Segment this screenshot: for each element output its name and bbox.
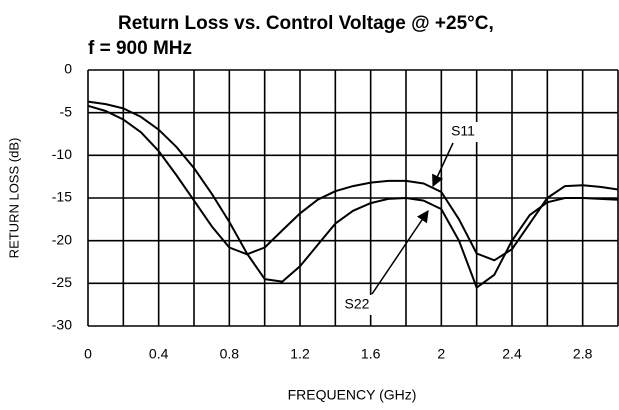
arrow (371, 210, 429, 295)
x-tick-label: 0.8 (220, 346, 240, 362)
x-axis-label: FREQUENCY (GHz) (288, 387, 417, 403)
series-label: S11 (451, 123, 475, 139)
y-axis-label: RETURN LOSS (dB) (6, 138, 21, 259)
x-tick-label: 1.2 (290, 346, 310, 362)
arrow (432, 142, 454, 188)
x-tick-label: 0.4 (149, 346, 169, 362)
chart-title: Return Loss vs. Control Voltage @ +25°C, (118, 13, 494, 34)
y-tick-label: -25 (52, 274, 72, 290)
y-tick-label: -15 (52, 189, 72, 205)
y-tick-label: -30 (52, 317, 72, 333)
x-tick-label: 0 (84, 346, 92, 362)
x-tick-label: 1.6 (361, 346, 381, 362)
x-tick-label: 2.4 (502, 346, 522, 362)
label-bg (337, 295, 377, 315)
y-tick-label: -20 (52, 231, 72, 247)
series-label: S22 (345, 296, 370, 312)
plot-area: 0 -5 -10 -15 -20 -25 -30 0 0.4 0.8 1.2 1.6 2 2.4 2.8 (52, 61, 619, 362)
series-line (87, 100, 619, 289)
y-tick-label: -10 (52, 146, 72, 162)
annotations: S11 S22 (337, 122, 482, 315)
label-bg (444, 122, 482, 142)
chart-title: f = 900 MHz (88, 38, 192, 59)
x-tick-label: 2 (437, 346, 445, 362)
y-tick-label: 0 (64, 61, 72, 77)
series-line (87, 104, 619, 262)
y-tick-label: -5 (60, 103, 73, 119)
x-tick-label: 2.8 (573, 346, 593, 362)
